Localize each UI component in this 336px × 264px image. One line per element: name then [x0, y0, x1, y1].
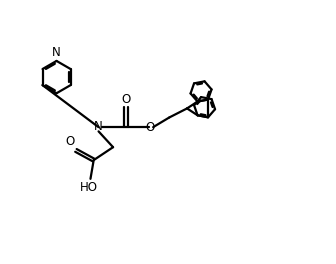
- Text: O: O: [145, 121, 155, 134]
- Text: N: N: [94, 120, 103, 133]
- Text: N: N: [52, 46, 61, 59]
- Text: O: O: [121, 92, 131, 106]
- Text: O: O: [65, 135, 74, 148]
- Text: HO: HO: [80, 181, 98, 194]
